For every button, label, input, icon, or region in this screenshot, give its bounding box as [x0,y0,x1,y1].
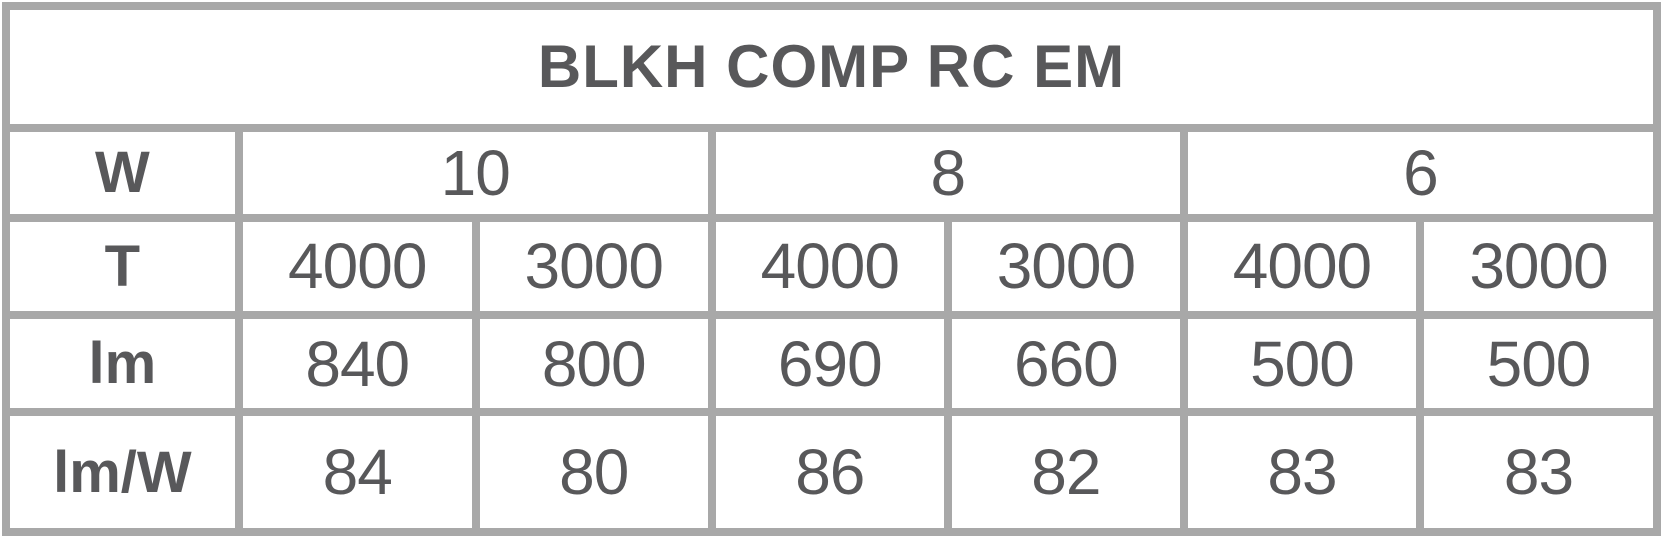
table-cell-t-4: 4000 [1179,213,1425,319]
table-cell-lm-4: 500 [1179,310,1425,417]
row-label-w: W [2,123,243,222]
table-cell-lm-3: 660 [943,310,1188,417]
table-cell-lmw-0: 84 [234,408,480,536]
row-label-lmw: lm/W [2,408,243,536]
table-cell-lm-0: 840 [234,310,480,417]
table-cell-lmw-5: 83 [1416,408,1661,536]
table-cell-w-8: 8 [707,123,1188,222]
table-cell-t-2: 4000 [707,213,952,319]
table-row-lm: lm 840 800 690 660 500 500 [2,310,1661,417]
title-row: BLKH COMP RC EM [2,2,1661,132]
table-cell-t-3: 3000 [943,213,1188,319]
table-cell-lmw-2: 86 [707,408,952,536]
table-cell-t-1: 3000 [471,213,716,319]
table-cell-w-10: 10 [234,123,716,222]
table-row-t: T 4000 3000 4000 3000 4000 3000 [2,213,1661,319]
table-row-w: W 10 8 6 [2,123,1662,222]
table-cell-t-5: 3000 [1416,213,1661,319]
row-label-lm: lm [2,310,243,417]
table-cell-lm-5: 500 [1416,310,1661,417]
table-row-lmw: lm/W 84 80 86 82 83 83 [2,408,1661,536]
table-cell-lm-1: 800 [471,310,716,417]
table-cell-t-0: 4000 [234,213,480,319]
row-label-t: T [2,213,243,319]
table-cell-lmw-4: 83 [1179,408,1425,536]
table-cell-lmw-3: 82 [943,408,1188,536]
table-cell-w-6: 6 [1179,123,1662,222]
table-cell-lm-2: 690 [707,310,952,417]
table-title: BLKH COMP RC EM [2,2,1661,132]
table-cell-lmw-1: 80 [471,408,716,536]
